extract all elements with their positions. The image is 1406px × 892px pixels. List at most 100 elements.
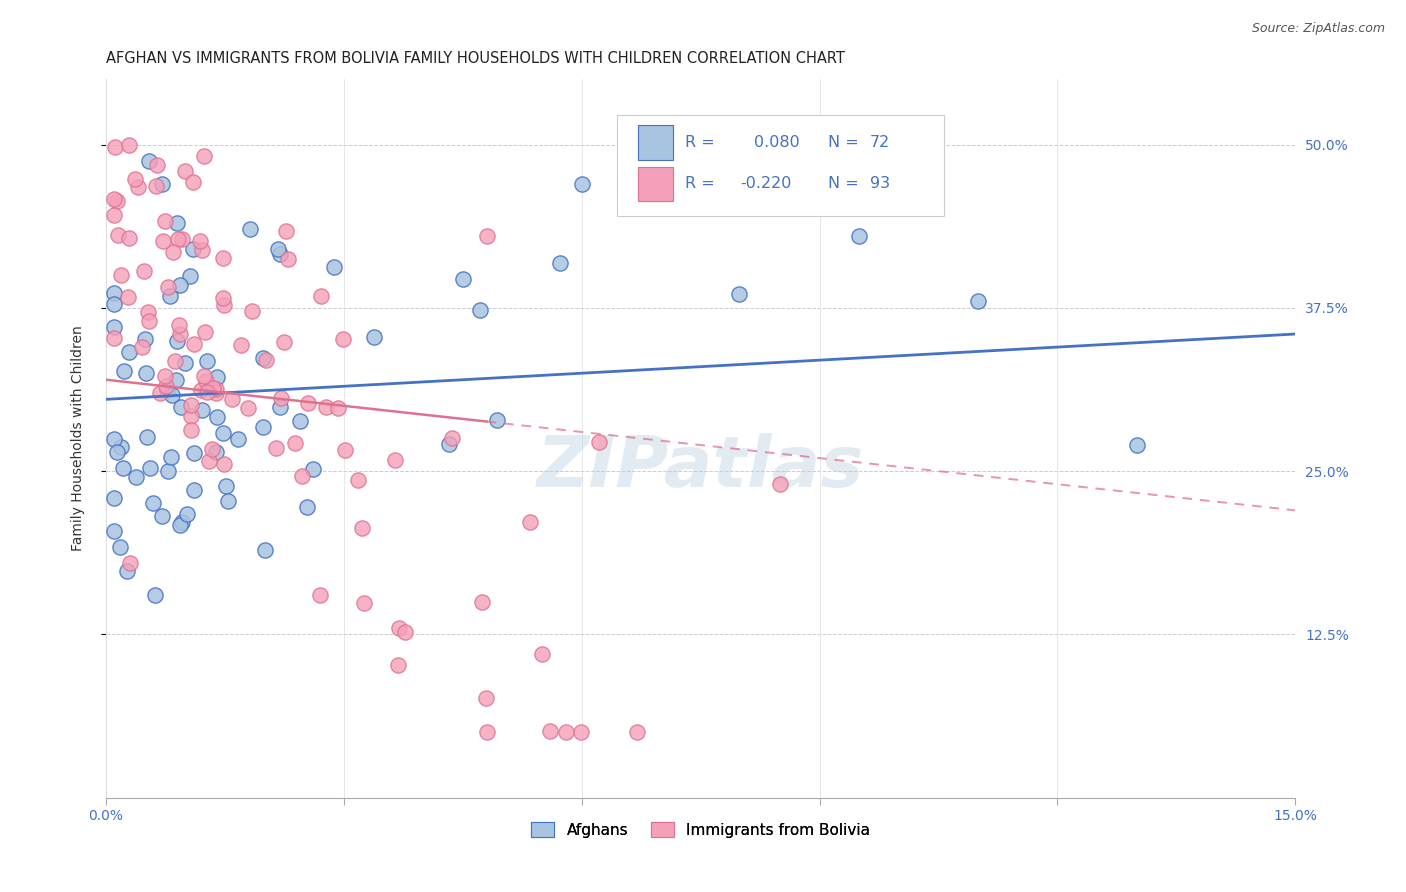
Point [193,369,215,384]
Point [170,515,193,529]
Point [217,493,239,508]
Point [626,725,648,739]
Point [302,461,325,475]
Point [195,353,218,368]
Point [190,403,212,417]
Point [166,334,188,349]
Point [167,232,190,246]
Point [157,464,180,478]
Point [205,409,228,424]
Point [166,216,188,230]
Point [142,496,165,510]
Point [211,426,233,441]
Point [150,509,173,524]
Point [152,234,174,248]
Bar [638,126,673,160]
Point [112,460,135,475]
Point [138,314,160,328]
Point [264,442,287,456]
Point [202,381,225,395]
Point [309,289,332,303]
Point [143,588,166,602]
Text: 0.080: 0.080 [754,136,800,150]
Point [252,420,274,434]
Point [160,388,183,402]
Point [153,213,176,227]
Point [1125,438,1147,452]
Point [229,337,252,351]
Point [387,658,409,673]
Point [188,234,211,248]
Point [103,524,125,538]
Point [212,251,235,265]
Point [190,243,212,257]
Point [253,542,276,557]
Point [288,414,311,428]
Point [135,367,157,381]
Point [240,303,263,318]
Point [103,320,125,334]
Point [162,245,184,260]
Point [138,154,160,169]
Point [205,445,228,459]
Point [769,477,792,491]
Point [197,385,219,400]
Point [104,140,127,154]
Point [441,431,464,445]
Point [176,508,198,522]
Text: N =: N = [828,177,859,191]
Point [159,289,181,303]
Point [180,398,202,412]
Point [315,401,337,415]
Point [353,596,375,610]
Point [180,409,202,424]
Point [107,227,129,242]
Point [205,369,228,384]
Point [212,457,235,471]
Point [150,177,173,191]
Bar [638,167,673,201]
Point [156,383,179,397]
Point [276,224,298,238]
Text: 93: 93 [869,177,890,191]
Point [471,595,494,609]
Point [117,290,139,304]
Point [118,137,141,152]
Point [194,325,217,339]
Point [118,345,141,359]
Point [103,297,125,311]
Point [277,252,299,266]
Point [212,298,235,312]
Point [112,364,135,378]
Point [239,221,262,235]
Point [146,158,169,172]
Point [103,491,125,506]
Point [215,479,238,493]
Point [212,291,235,305]
Text: AFGHAN VS IMMIGRANTS FROM BOLIVIA FAMILY HOUSEHOLDS WITH CHILDREN CORRELATION CH: AFGHAN VS IMMIGRANTS FROM BOLIVIA FAMILY… [105,51,845,66]
Point [205,382,228,396]
Point [127,179,149,194]
Point [103,208,125,222]
Point [531,647,554,661]
Point [134,264,156,278]
Point [179,268,201,283]
Point [139,460,162,475]
Text: Source: ZipAtlas.com: Source: ZipAtlas.com [1251,22,1385,36]
Point [183,446,205,460]
Text: R =: R = [685,136,714,150]
Point [347,473,370,487]
Point [538,724,561,739]
Point [103,432,125,446]
Point [291,469,314,483]
Y-axis label: Family Households with Children: Family Households with Children [72,326,86,551]
Point [284,436,307,450]
Point [180,423,202,437]
Point [183,336,205,351]
Point [157,279,180,293]
Point [571,725,593,739]
Point [269,401,291,415]
Point [193,149,215,163]
Point [115,564,138,578]
Point [475,725,498,739]
